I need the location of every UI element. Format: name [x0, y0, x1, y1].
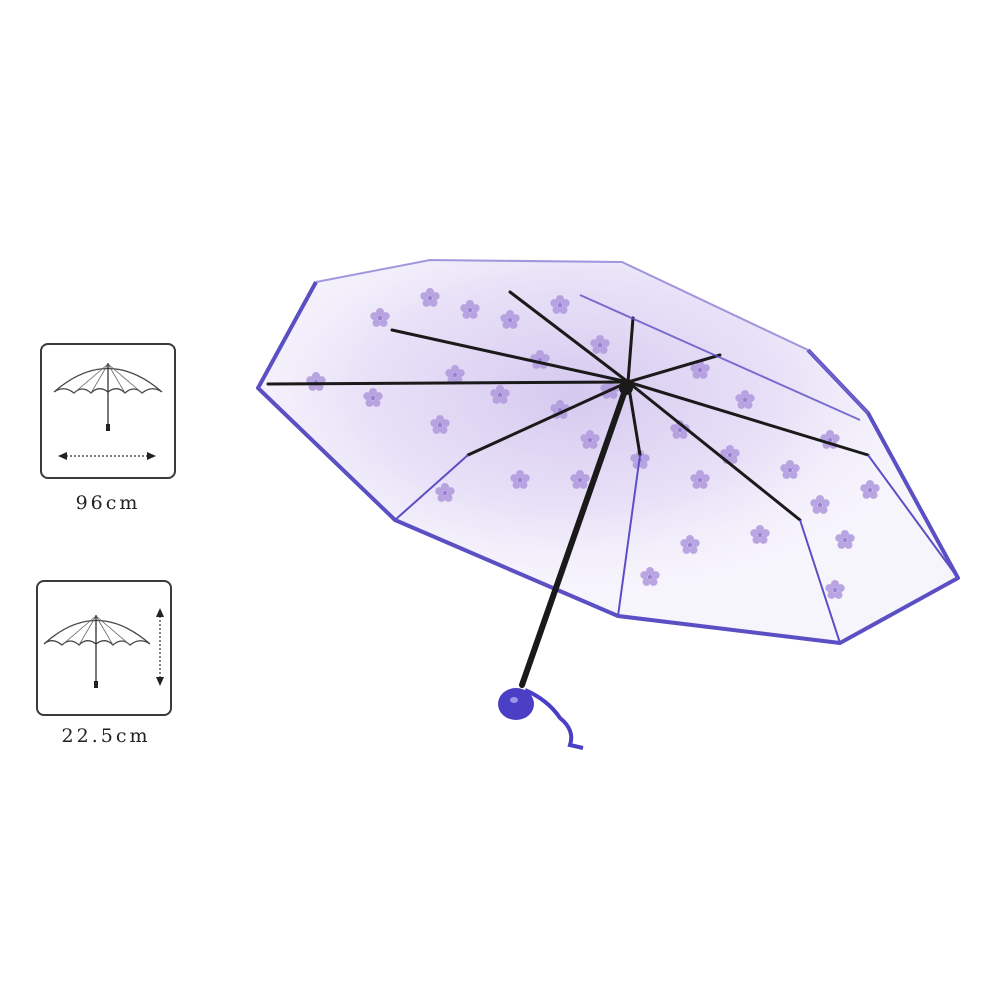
clear-sakura-umbrella-photo: [256, 258, 960, 750]
width-spec-label: 96cm: [75, 492, 141, 514]
height-spec-box: [36, 580, 172, 716]
umbrella-width-icon: [53, 363, 163, 460]
height-spec-label: 22.5cm: [61, 725, 151, 747]
width-spec-box: [40, 343, 176, 479]
umbrella-height-icon: [43, 608, 164, 688]
